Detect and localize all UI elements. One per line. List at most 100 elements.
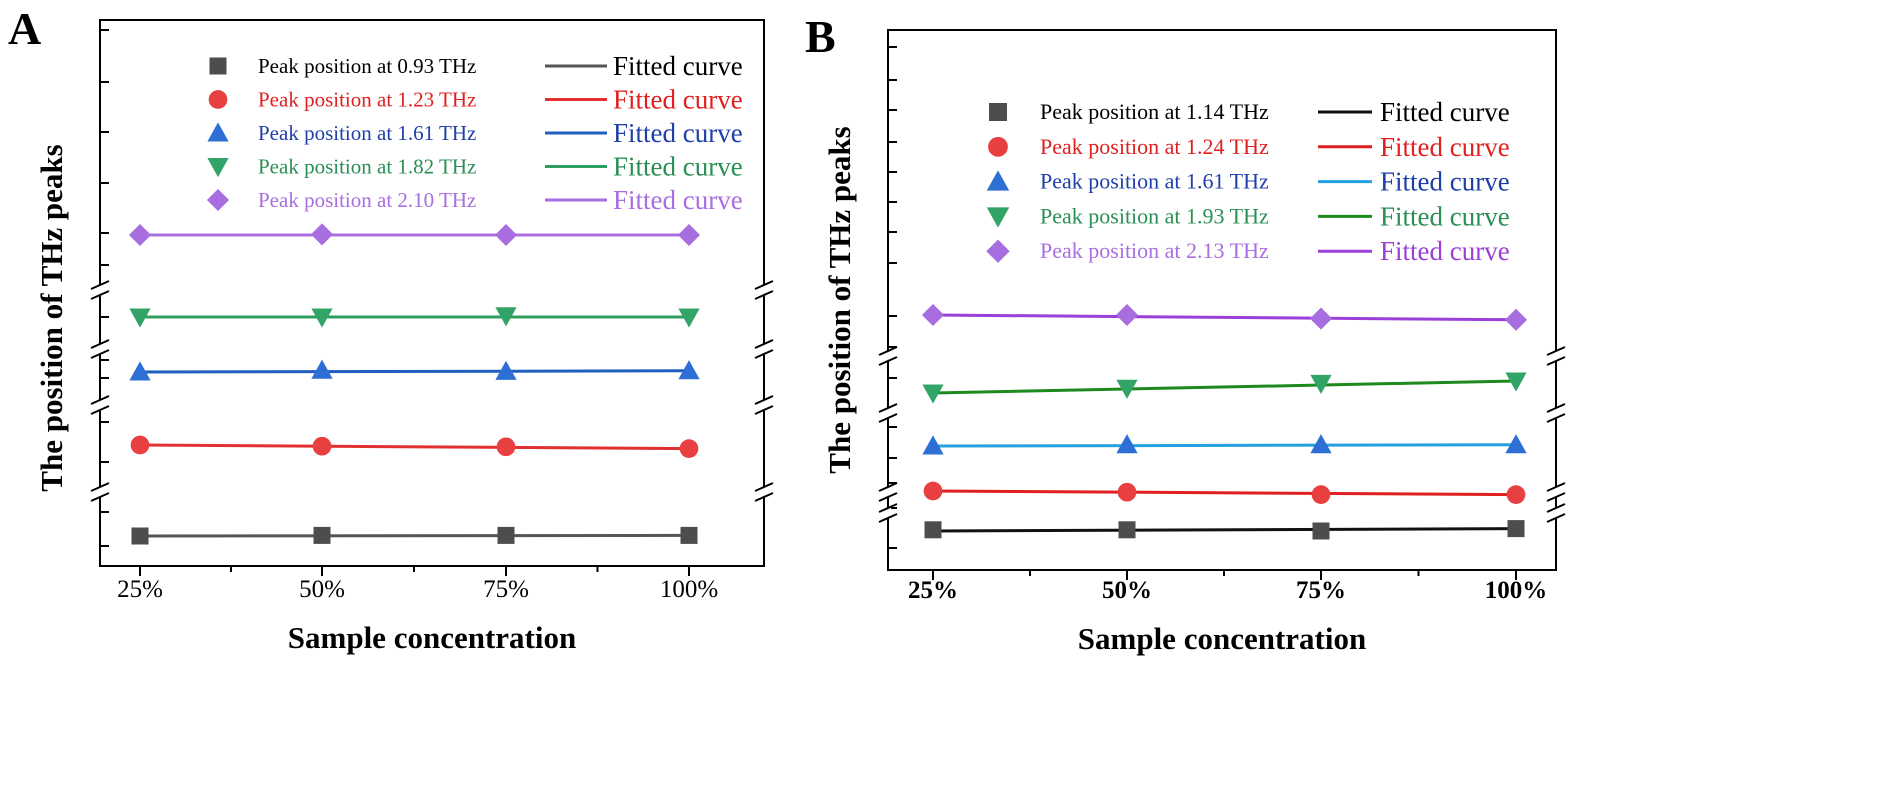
panel-b-legend-marker-5 xyxy=(986,239,1010,263)
panel-a-axis-break-gap xyxy=(761,400,767,410)
panel-b-point-s2-3 xyxy=(1311,485,1331,504)
panel-a-point-s1-4 xyxy=(680,526,698,544)
panel-b-legend-label-2: Peak position at 1.24 THz xyxy=(1040,134,1269,159)
panel-a-x-tick-label: 75% xyxy=(483,576,529,603)
panel-a-legend-marker-3 xyxy=(207,122,229,142)
panel-b-axis-break-mark xyxy=(878,356,898,366)
panel-b-fit-line-3 xyxy=(932,443,1517,448)
panel-b-x-tick-label: 50% xyxy=(1102,577,1152,604)
panel-a-axis-break-mark xyxy=(754,280,774,290)
panel-a-axis-break-mark xyxy=(90,339,110,349)
panel-a-x-tick-label: 50% xyxy=(299,576,345,603)
panel-b-point-s3-4 xyxy=(1505,434,1527,454)
panel-b-point-s2-4 xyxy=(1506,485,1526,504)
panel-a-legend-fit-label-4: Fitted curve xyxy=(613,152,743,182)
panel-a-point-s4-1 xyxy=(129,308,151,328)
panel-b-legend-marker-2 xyxy=(988,136,1008,157)
panel-b-fit-line-5 xyxy=(932,313,1517,322)
panel-b-legend-fit-label-5: Fitted curve xyxy=(1380,236,1510,266)
panel-a-axis-break-gap xyxy=(761,285,767,295)
panel-b-axis-break-mark xyxy=(1546,413,1566,423)
panel-a-letter: A xyxy=(8,3,41,54)
panel-a-legend-fit-label-1: Fitted curve xyxy=(613,51,743,81)
panel-a-legend-label-5: Peak position at 2.10 THz xyxy=(258,188,476,212)
panel-a-axis-break-mark xyxy=(754,395,774,405)
panel-b-point-s5-4 xyxy=(1504,308,1528,331)
panel-a-point-s5-3 xyxy=(494,223,518,247)
panel-a-x-tick-label: 25% xyxy=(117,576,163,603)
panel-a-axis-break-gap xyxy=(97,487,103,497)
panel-b-legend-fit-label-4: Fitted curve xyxy=(1380,201,1510,231)
panel-a-x-tick-label: 100% xyxy=(660,576,718,603)
panel-b-ylabel: The position of THz peaks xyxy=(822,126,857,473)
panel-a-axis-break-mark xyxy=(754,290,774,300)
panel-a-point-s1-2 xyxy=(313,526,331,544)
panel-b-point-s5-2 xyxy=(1115,303,1139,327)
panel-a-legend-fit-label-3: Fitted curve xyxy=(613,118,743,148)
panel-a-axis-break-mark xyxy=(90,280,110,290)
panel-b-axis-break-mark xyxy=(878,492,898,502)
panel-a-legend-marker-4 xyxy=(207,158,229,178)
panel-b-point-s2-1 xyxy=(923,481,943,501)
panel-b-point-s4-3 xyxy=(1310,374,1332,395)
panel-a-legend-marker-5 xyxy=(206,188,230,212)
panel-b-x-tick-label: 75% xyxy=(1296,577,1346,604)
panel-a-axis-break-gap xyxy=(97,344,103,354)
panel-a-axis-break-mark xyxy=(754,482,774,492)
panel-b-axis-break-mark xyxy=(1546,503,1566,513)
panel-b-axis-break-gap xyxy=(885,508,891,518)
panel-b-point-s4-1 xyxy=(922,384,944,404)
panel-b-axis-break-mark xyxy=(1546,346,1566,356)
panel-a-legend-marker-2 xyxy=(208,90,228,109)
panel-b-legend-marker-4 xyxy=(986,207,1010,228)
panel-a: A The position of THz peaks Sample conce… xyxy=(8,3,774,655)
panel-b-fit-line-2 xyxy=(932,489,1517,497)
panel-a-point-s1-3 xyxy=(497,526,515,544)
panel-b-legend-label-5: Peak position at 2.13 THz xyxy=(1040,238,1269,263)
panel-a-point-s2-1 xyxy=(130,435,150,455)
panel-b-plot-frame xyxy=(887,29,1557,571)
panel-b-x-tick-label: 100% xyxy=(1485,577,1548,604)
panel-b-letter: B xyxy=(805,11,836,62)
panel-b-point-s5-1 xyxy=(921,303,945,327)
panel-b-point-s3-2 xyxy=(1116,434,1138,454)
panel-a-point-s4-3 xyxy=(495,307,517,327)
panel-b-point-s2-2 xyxy=(1117,482,1137,502)
panel-b-axis-break-gap xyxy=(885,408,891,418)
panel-b-legend-fit-label-2: Fitted curve xyxy=(1380,132,1510,162)
panel-b-legend-label-1: Peak position at 1.14 THz xyxy=(1040,99,1269,124)
panel-a-point-s3-1 xyxy=(129,361,151,381)
panel-a-point-s2-3 xyxy=(496,437,516,457)
panel-a-axis-break-mark xyxy=(754,349,774,359)
panel-b-point-s1-1 xyxy=(924,521,942,539)
panel-a-axis-break-mark xyxy=(754,405,774,415)
panel-a-axis-break-mark xyxy=(90,405,110,415)
panel-b-axis-break-mark xyxy=(1546,356,1566,366)
panel-a-axis-break-mark xyxy=(90,290,110,300)
panel-b-axis-break-mark xyxy=(878,513,898,523)
panel-b-axis-break-mark xyxy=(1546,492,1566,502)
panel-a-axis-break-gap xyxy=(761,487,767,497)
panel-a-legend-label-2: Peak position at 1.23 THz xyxy=(258,88,476,112)
panel-b-axis-break-gap xyxy=(885,487,891,497)
panel-b-axis-break-gap xyxy=(885,351,891,361)
panel-a-axis-break-gap xyxy=(97,400,103,410)
panel-b-point-s1-4 xyxy=(1507,520,1525,538)
panel-b-legend-marker-3 xyxy=(986,170,1010,191)
panel-a-axis-break-mark xyxy=(90,492,110,502)
panel-a-point-s3-2 xyxy=(311,359,333,379)
panel-a-point-s2-2 xyxy=(312,436,332,456)
panel-b-x-tick-label: 25% xyxy=(908,577,958,604)
panel-b-axis-break-mark xyxy=(878,346,898,356)
panel-a-ylabel: The position of THz peaks xyxy=(34,144,69,491)
panel-b-axis-break-mark xyxy=(1546,513,1566,523)
panel-a-fit-line-1 xyxy=(139,533,690,538)
panel-b-axis-break-gap xyxy=(1553,508,1559,518)
panel-b-xlabel: Sample concentration xyxy=(1078,621,1366,656)
panel-a-axis-break-mark xyxy=(754,339,774,349)
panel-b-point-s3-1 xyxy=(922,435,944,455)
panel-b-legend-fit-label-3: Fitted curve xyxy=(1380,167,1510,197)
panel-a-point-s1-1 xyxy=(131,527,149,545)
panel-b-axis-break-mark xyxy=(878,403,898,413)
